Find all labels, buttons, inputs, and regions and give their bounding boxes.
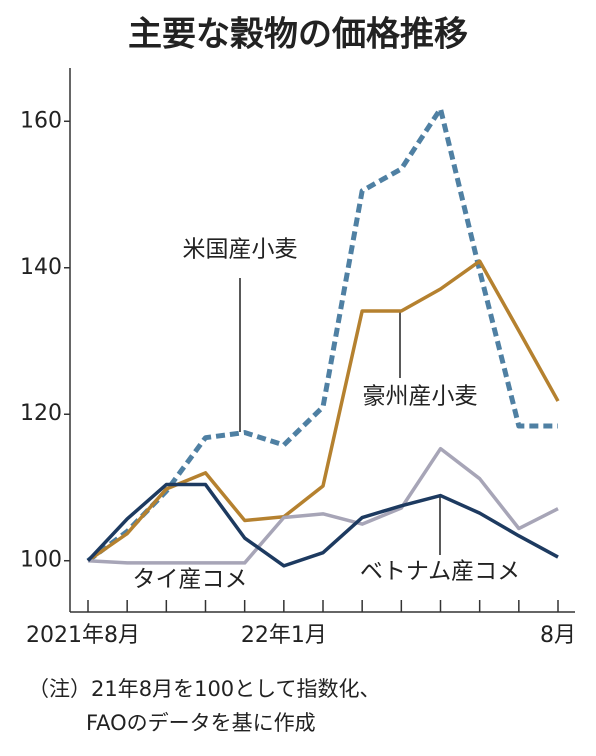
- y-tick-label: 160: [20, 108, 62, 133]
- series-label: タイ産コメ: [133, 567, 248, 593]
- x-tick-label: 22年1月: [241, 623, 327, 648]
- note: （注）21年8月を100として指数化、: [28, 677, 381, 701]
- series-label: 豪州産小麦: [363, 384, 478, 410]
- y-tick-label: 120: [20, 401, 62, 426]
- x-tick-label: 2021年8月: [26, 623, 140, 648]
- series-line: [87, 446, 559, 565]
- chart-title: 主要な穀物の価格推移: [128, 15, 468, 55]
- series-line: [87, 259, 560, 563]
- y-tick-label: 100: [20, 548, 62, 573]
- series-label: 米国産小麦: [183, 237, 298, 263]
- x-tick-label: 8月: [540, 623, 576, 648]
- series-line: [86, 482, 559, 568]
- series-label: ベトナム産コメ: [360, 559, 520, 585]
- y-tick-label: 140: [20, 255, 62, 280]
- note: FAOのデータを基に作成: [86, 711, 316, 735]
